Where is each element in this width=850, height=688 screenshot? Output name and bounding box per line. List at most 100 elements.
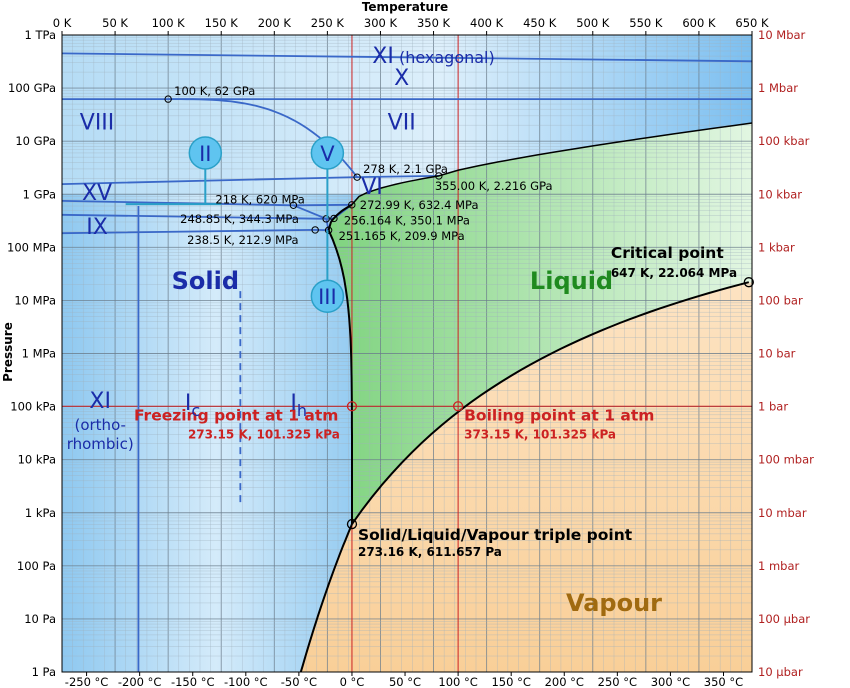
key-point-subtitle: 273.16 K, 611.657 Pa [358,545,502,559]
point-marker [164,95,172,103]
phase-label: VI [361,175,383,200]
top-tick-label: 300 K [364,16,398,30]
point-label: 272.99 K, 632.4 MPa [360,198,479,212]
bottom-tick-label: 0 °C [340,675,365,688]
left-tick-label: 100 Pa [17,559,56,573]
phase-ii-circle [188,136,223,170]
top-tick-label: 0 K [53,16,72,30]
phase-label: XI [89,389,111,414]
left-tick-label: 100 GPa [8,81,56,95]
bottom-tick-label: -250 °C [65,675,109,688]
point-marker [289,201,298,209]
point-marker [330,214,338,223]
top-tick-label: 550 K [629,16,663,30]
phase-label: (ortho- [74,416,125,434]
bottom-tick-label: -50 °C [281,675,317,688]
top-tick-label: 50 K [102,16,128,30]
phase-label: VII [388,111,416,136]
point-label: 251.165 K, 209.9 MPa [339,229,465,243]
key-point-marker [346,401,358,412]
region-label-vapour: Vapour [566,589,662,617]
region-label-solid: Solid [172,267,239,295]
left-tick-label: 1 GPa [23,187,56,201]
point-marker [324,226,333,234]
key-point-title: Solid/Liquid/Vapour triple point [358,526,633,544]
phase-label: XV [82,181,112,206]
phase-label: Ic [185,391,200,420]
key-point-title: Boiling point at 1 atm [464,406,654,424]
top-tick-label: 350 K [417,16,451,30]
left-tick-label: 100 MPa [7,240,56,254]
x-axis-title: Temperature [362,0,448,14]
solid-liquid-boundary [327,229,353,525]
point-marker [311,226,319,234]
right-tick-label: 1 mbar [758,559,800,573]
key-point-title: Critical point [611,244,725,262]
top-tick-label: 200 K [258,16,292,30]
top-tick-label: 150 K [205,16,239,30]
key-point-title: Freezing point at 1 atm [134,406,339,424]
point-label: 100 K, 62 GPa [174,84,255,98]
key-point-subtitle: 647 K, 22.064 MPa [611,266,737,280]
right-tick-label: 10 mbar [758,506,807,520]
top-tick-label: 450 K [523,16,557,30]
phase-iii-circle [310,279,345,313]
top-tick-label: 500 K [576,16,610,30]
y-axis-title: Pressure [1,322,15,382]
ix-lower-boundary [62,228,329,235]
right-tick-label: 100 µbar [758,612,810,626]
top-tick-label: 400 K [470,16,504,30]
left-tick-label: 1 kPa [25,506,56,520]
vapour-region [300,282,752,672]
key-point-marker [452,401,464,412]
point-label: 256.164 K, 350.1 MPa [344,213,470,227]
right-tick-label: 10 bar [758,347,796,361]
phase-label: VIII [80,111,115,136]
right-tick-label: 1 Mbar [758,81,798,95]
phase-ii-label: II [199,142,211,166]
left-tick-label: 1 MPa [22,347,56,361]
right-tick-label: 10 µbar [758,665,803,679]
bottom-tick-label: 150 °C [491,675,530,688]
plot-frame [61,34,753,673]
key-point-marker [743,277,754,288]
key-point-marker [346,518,358,530]
point-label: 218 K, 620 MPa [215,192,304,206]
phase-iii-label: III [318,285,337,309]
key-point-subtitle: 273.15 K, 101.325 kPa [188,427,340,441]
right-tick-label: 10 kbar [758,187,802,201]
left-tick-label: 10 Pa [24,612,56,626]
left-tick-label: 100 kPa [10,400,56,414]
key-point-subtitle: 373.15 K, 101.325 kPa [464,427,616,441]
bottom-tick-label: 300 °C [651,675,690,688]
bottom-tick-label: -150 °C [171,675,215,688]
right-tick-label: 100 bar [758,293,803,307]
right-tick-label: 100 kbar [758,134,810,148]
right-tick-label: 10 Mbar [758,28,806,42]
top-tick-label: 250 K [311,16,345,30]
point-marker [322,215,330,223]
right-tick-label: 100 mbar [758,453,814,467]
region-label-liquid: Liquid [530,267,613,295]
solid-vapour-boundary [299,523,353,672]
left-tick-label: 10 kPa [18,453,56,467]
point-label: 238.5 K, 212.9 MPa [187,233,298,247]
point-label: 248.85 K, 344.3 MPa [180,212,299,226]
top-tick-label: 100 K [152,16,186,30]
right-tick-label: 1 bar [758,400,788,414]
phase-label: Ih [290,391,307,420]
bottom-tick-label: 350 °C [704,675,743,688]
bottom-tick-label: -100 °C [224,675,268,688]
phase-v-circle [310,136,345,170]
liquid-vapour-boundary [351,281,750,525]
point-marker [435,172,443,180]
liquid-upper-boundary [327,203,353,231]
phase-label: X [394,66,409,91]
phase-label: XI (hexagonal) [372,44,494,69]
point-marker [353,173,361,181]
left-tick-label: 10 GPa [15,134,56,148]
point-marker [348,201,356,209]
bottom-tick-label: 50 °C [389,675,421,688]
point-label: 355.00 K, 2.216 GPa [435,179,553,193]
solid-region-low [62,194,370,672]
